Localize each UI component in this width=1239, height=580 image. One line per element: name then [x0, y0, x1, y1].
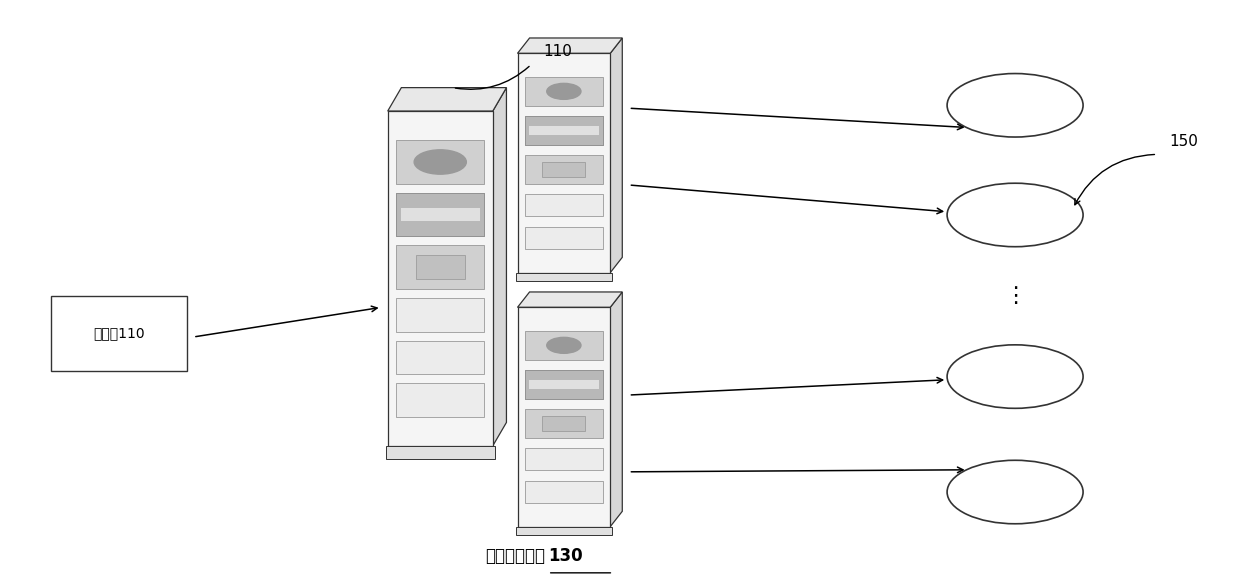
Bar: [416, 255, 465, 279]
Text: 流媒体服务器: 流媒体服务器: [486, 546, 545, 564]
Polygon shape: [518, 292, 622, 307]
Text: ⋮: ⋮: [1004, 286, 1026, 306]
Polygon shape: [493, 88, 507, 446]
Bar: [525, 448, 603, 470]
Bar: [51, 296, 187, 371]
Bar: [525, 409, 603, 438]
Bar: [396, 193, 484, 237]
Text: 110: 110: [544, 44, 572, 59]
Bar: [525, 481, 603, 503]
Polygon shape: [611, 292, 622, 527]
Bar: [515, 273, 612, 281]
Bar: [518, 307, 611, 527]
Bar: [525, 227, 603, 249]
Polygon shape: [611, 38, 622, 273]
Bar: [525, 77, 603, 106]
Bar: [396, 140, 484, 184]
Text: 150: 150: [1170, 133, 1198, 148]
Bar: [525, 116, 603, 145]
Bar: [529, 126, 598, 135]
Bar: [518, 53, 611, 273]
Text: 130: 130: [548, 546, 582, 564]
Bar: [525, 194, 603, 216]
Bar: [543, 162, 585, 177]
Polygon shape: [518, 38, 622, 53]
Bar: [515, 527, 612, 535]
Bar: [525, 370, 603, 398]
Bar: [396, 298, 484, 332]
Circle shape: [546, 84, 581, 99]
Bar: [388, 111, 493, 446]
Bar: [525, 155, 603, 184]
Polygon shape: [388, 88, 507, 111]
Text: 视频源110: 视频源110: [93, 327, 145, 340]
Bar: [525, 331, 603, 360]
Bar: [529, 380, 598, 389]
Bar: [400, 208, 479, 221]
Circle shape: [414, 150, 466, 174]
Circle shape: [546, 338, 581, 353]
Bar: [525, 116, 603, 145]
Bar: [396, 340, 484, 374]
Bar: [385, 446, 494, 459]
Bar: [396, 383, 484, 416]
Bar: [543, 416, 585, 432]
Bar: [396, 245, 484, 289]
Bar: [396, 193, 484, 237]
Bar: [525, 370, 603, 398]
